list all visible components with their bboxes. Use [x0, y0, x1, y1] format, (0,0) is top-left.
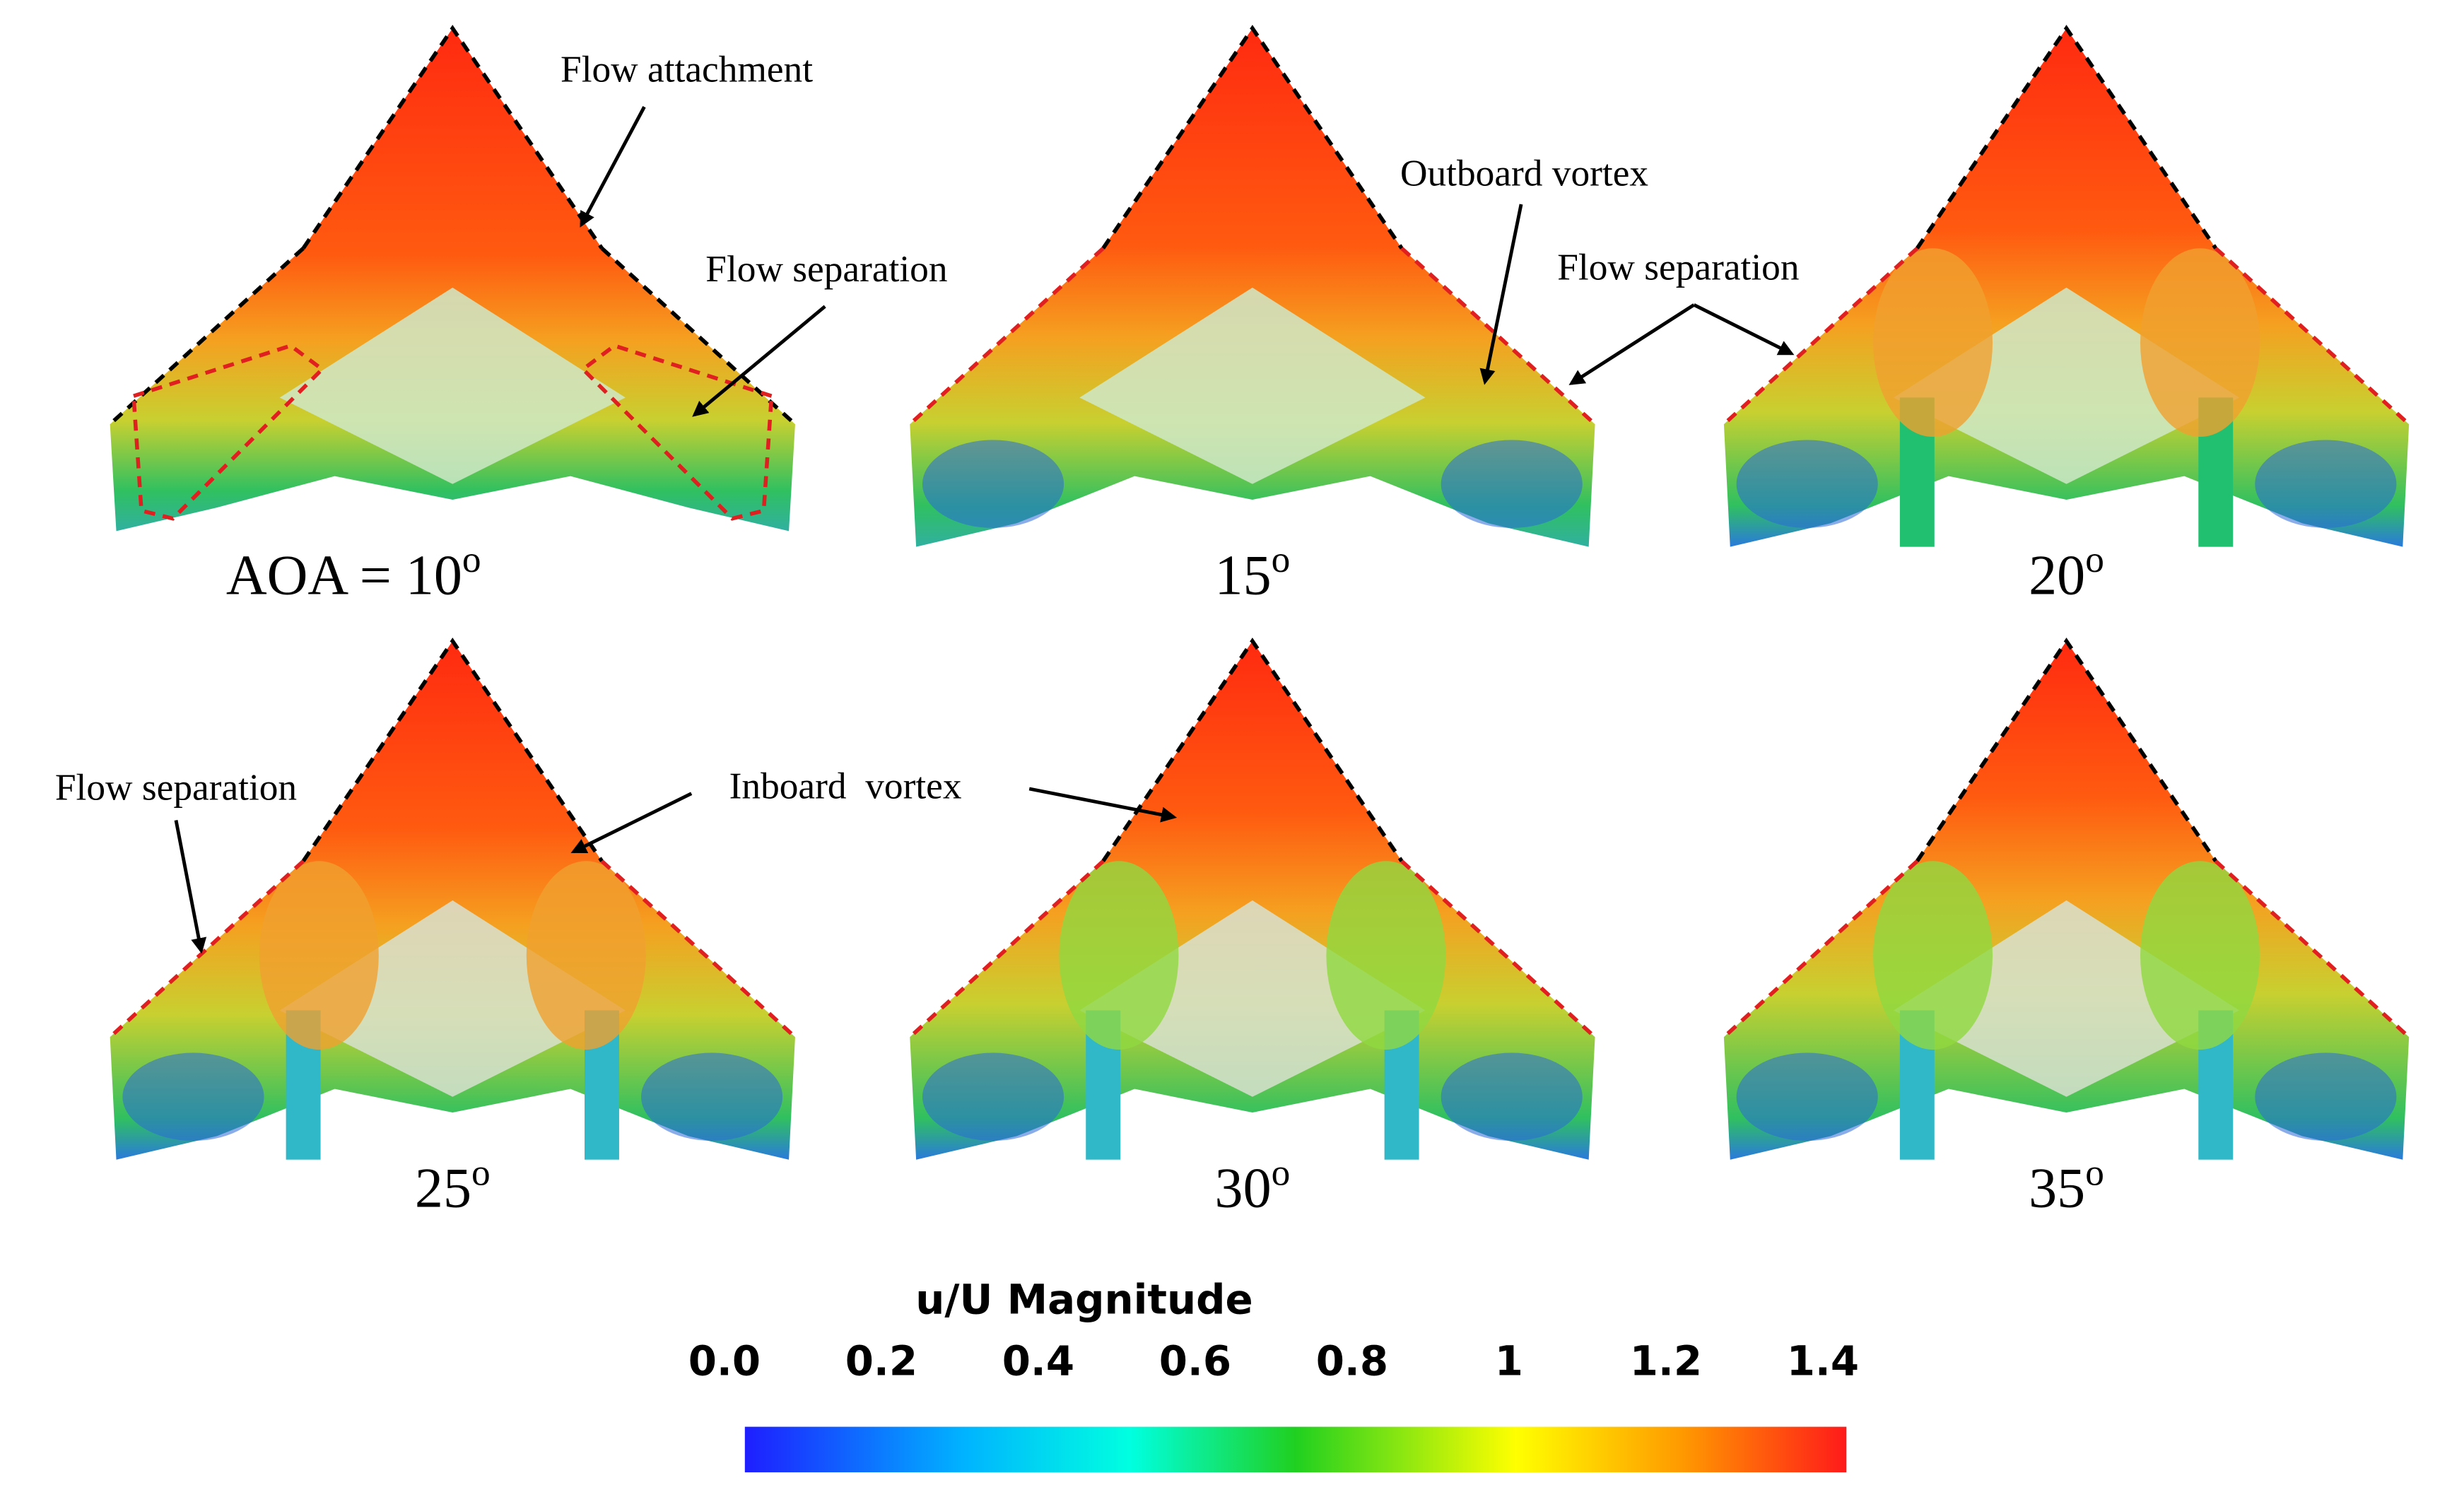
wake-region — [279, 900, 626, 1097]
panel-label-degree: o — [2085, 538, 2104, 580]
colorbar-tick-label: 0.8 — [1316, 1337, 1388, 1385]
separated-region — [1736, 440, 1878, 528]
leading-edge-attached — [1101, 638, 1404, 862]
separated-region — [2255, 1052, 2397, 1141]
annotation: Flow separation — [1557, 246, 1799, 288]
colorbar-tick-label: 1 — [1495, 1337, 1523, 1385]
separation-box — [131, 344, 325, 521]
colorbar-gradient — [744, 1426, 1847, 1473]
leading-edge-outer — [908, 247, 1105, 426]
annotation: Inboard vortex — [729, 764, 962, 806]
separated-region — [1441, 440, 1583, 528]
separated-region — [922, 440, 1064, 528]
panel-label-value: 25 — [415, 1157, 471, 1219]
annotation: Flow attachment — [561, 48, 813, 90]
leading-edge-outer — [1722, 247, 1919, 426]
leading-edge-outer — [108, 859, 305, 1039]
leading-edge-outer — [600, 859, 797, 1039]
panel-label: AOA = 10o — [226, 538, 481, 606]
colorbar-tick-label: 1.2 — [1630, 1337, 1702, 1385]
leading-edge-outer — [2214, 859, 2411, 1039]
wing-renderings — [108, 25, 2411, 1160]
vortex-core — [1059, 861, 1179, 1050]
leading-edge-outer — [1400, 247, 1597, 426]
panel-label-value: 35 — [2029, 1157, 2085, 1219]
wake-region — [1893, 900, 2240, 1097]
arrow — [1568, 303, 1695, 385]
panel-label-degree: o — [1272, 1151, 1291, 1193]
separated-region — [641, 1052, 783, 1141]
separated-region — [1441, 1052, 1583, 1141]
vortex-core — [259, 861, 379, 1050]
separated-region — [922, 1052, 1064, 1141]
leading-edge-attached — [1916, 638, 2218, 862]
panel-label-value: 30 — [1215, 1157, 1272, 1219]
leading-edge-outer — [1722, 859, 1919, 1039]
wake-region — [1079, 287, 1426, 484]
vortex-core — [526, 861, 646, 1050]
leading-edge-attached — [301, 638, 604, 862]
panel-label: 35o — [2029, 1151, 2104, 1219]
leading-edge-outer — [908, 859, 1105, 1039]
panel-label-degree: o — [2085, 1151, 2104, 1193]
wing — [910, 28, 1595, 547]
panel-label-value: 20 — [2029, 544, 2085, 606]
separated-region — [1736, 1052, 1878, 1141]
panel-label: 15o — [1215, 538, 1291, 606]
arrow — [692, 305, 826, 417]
vortex-core — [1326, 861, 1446, 1050]
separation-box — [580, 344, 774, 521]
panel-label: 25o — [415, 1151, 491, 1219]
annotation: Outboard vortex — [1400, 151, 1648, 194]
wing — [910, 641, 1595, 1160]
vortex-core — [2140, 861, 2260, 1050]
vortex-core — [1873, 861, 1993, 1050]
vortex-core — [1873, 248, 1993, 438]
arrow — [570, 792, 693, 854]
annotations: Flow attachment Flow separation Outboard… — [55, 48, 1800, 954]
wake-region — [1893, 287, 2240, 484]
panel-label-degree: o — [462, 538, 481, 580]
wing — [110, 28, 795, 532]
leading-edge-outer — [1400, 859, 1597, 1039]
separated-region — [2255, 440, 2397, 528]
colorbar-tick-label: 0.6 — [1159, 1337, 1231, 1385]
wake-region — [279, 287, 626, 484]
leading-edge-attached — [1101, 25, 1404, 250]
panel-label-degree: o — [471, 1151, 491, 1193]
colorbar-tick-label: 0.2 — [845, 1337, 917, 1385]
vortex-core — [2140, 248, 2260, 438]
leading-edge-attached — [301, 25, 604, 250]
colorbar: u/U Magnitude 0.0 0.2 0.4 0.6 0.8 1 1.2 1.4 — [688, 1276, 1859, 1473]
panel-label-value: 15 — [1215, 544, 1272, 606]
wake-region — [1079, 900, 1426, 1097]
arrow — [1028, 787, 1178, 823]
panel-label: 30o — [1215, 1151, 1291, 1219]
panel-label-value: AOA = 10 — [226, 544, 462, 606]
arrow — [174, 820, 207, 954]
annotation: Flow separation — [55, 766, 297, 809]
colorbar-tick-label: 1.4 — [1787, 1337, 1859, 1385]
colorbar-title: u/U Magnitude — [915, 1276, 1253, 1324]
arrow — [1479, 204, 1523, 385]
leading-edge-attached — [1916, 25, 2218, 250]
arrow — [580, 106, 646, 228]
arrow — [1693, 303, 1795, 356]
annotation: Flow separation — [705, 247, 947, 290]
separated-region — [122, 1052, 264, 1141]
colorbar-tick-label: 0.0 — [688, 1337, 761, 1385]
colorbar-tick-label: 0.4 — [1002, 1337, 1074, 1385]
panel-label-degree: o — [1272, 538, 1291, 580]
panel-label: 20o — [2029, 538, 2104, 606]
leading-edge-outer — [2214, 247, 2411, 426]
